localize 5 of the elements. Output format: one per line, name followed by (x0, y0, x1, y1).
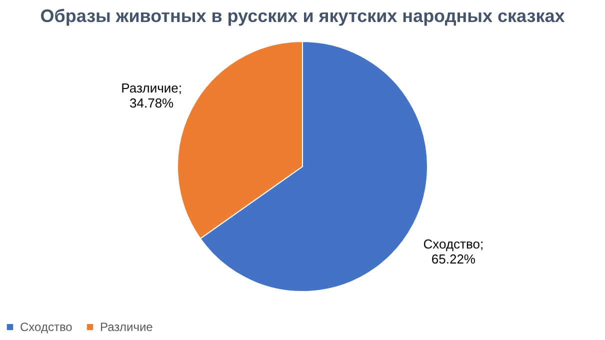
chart-title: Образы животных в русских и якутских народных сказках (40, 6, 565, 26)
data-label: Сходство; 65.22% (423, 236, 484, 267)
legend-label: Различие (100, 320, 154, 334)
legend-label: Сходство (20, 320, 73, 334)
data-label: Различие; 34.78% (121, 80, 182, 110)
